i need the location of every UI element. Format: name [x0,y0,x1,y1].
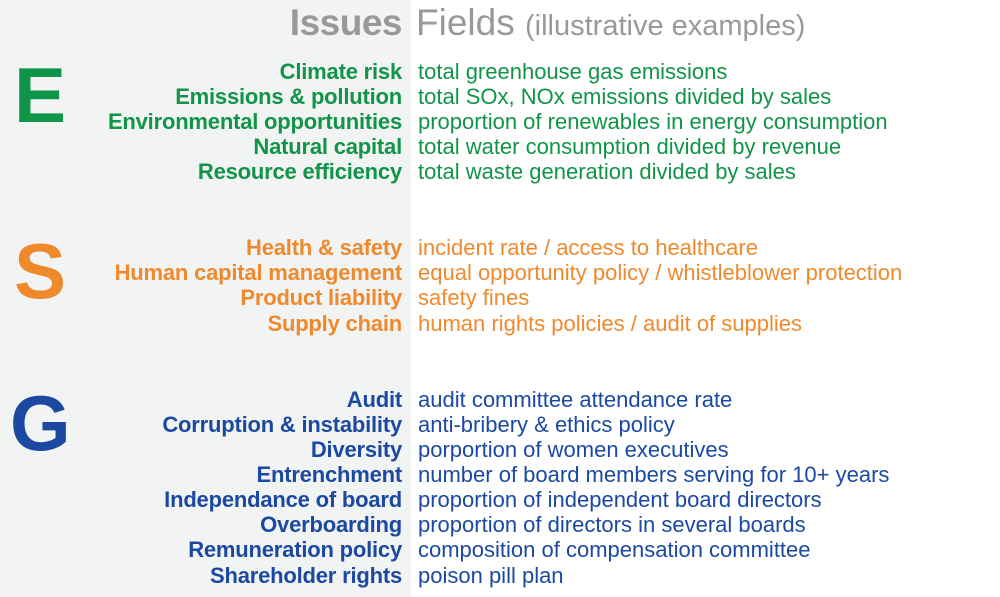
field-example: equal opportunity policy / whistleblower… [418,260,903,285]
issue-label: Product liability [240,285,402,310]
issue-label: Emissions & pollution [175,84,402,109]
issue-label: Climate risk [279,59,403,84]
field-example: incident rate / access to healthcare [418,235,758,260]
field-example: total greenhouse gas emissions [418,59,728,84]
issue-label: Shareholder rights [210,563,402,588]
social-letter: S [14,227,67,315]
issues-column-background [0,0,411,597]
issue-label: Independance of board [164,487,402,512]
issue-label: Supply chain [267,311,402,336]
issue-label: Natural capital [253,134,402,159]
field-example: poison pill plan [418,563,564,588]
field-example: total waste generation divided by sales [418,159,796,184]
issue-label: Health & safety [246,235,402,260]
field-example: porportion of women executives [418,437,729,462]
field-example: audit committee attendance rate [418,387,733,412]
field-example: proportion of independent board director… [418,487,822,512]
field-example: total water consumption divided by reven… [418,134,842,159]
issue-label: Environmental opportunities [107,109,402,134]
issue-label: Human capital management [114,260,403,285]
issues-header: Issues [289,2,403,43]
issue-label: Diversity [310,437,402,462]
fields-header: Fields (illustrative examples) [416,2,805,44]
fields-header-subtitle: (illustrative examples) [524,10,806,42]
issue-label: Resource efficiency [197,159,402,184]
issue-label: Entrenchment [256,462,402,487]
issue-label: Overboarding [260,512,402,537]
issue-label: Corruption & instability [162,412,402,437]
field-example: safety fines [418,285,530,310]
field-example: anti-bribery & ethics policy [418,412,675,437]
environmental-letter: E [14,51,67,139]
issue-label: Audit [346,387,402,412]
field-example: number of board members serving for 10+ … [418,462,890,487]
fields-header-title: Fields [416,2,515,43]
field-example: total SOx, NOx emissions divided by sale… [418,84,832,109]
issue-label: Remuneration policy [188,537,402,562]
field-example: composition of compensation committee [418,537,811,562]
field-example: proportion of directors in several board… [418,512,806,537]
field-example: human rights policies / audit of supplie… [418,311,802,336]
field-example: proportion of renewables in energy consu… [418,109,888,134]
governance-letter: G [10,379,71,467]
